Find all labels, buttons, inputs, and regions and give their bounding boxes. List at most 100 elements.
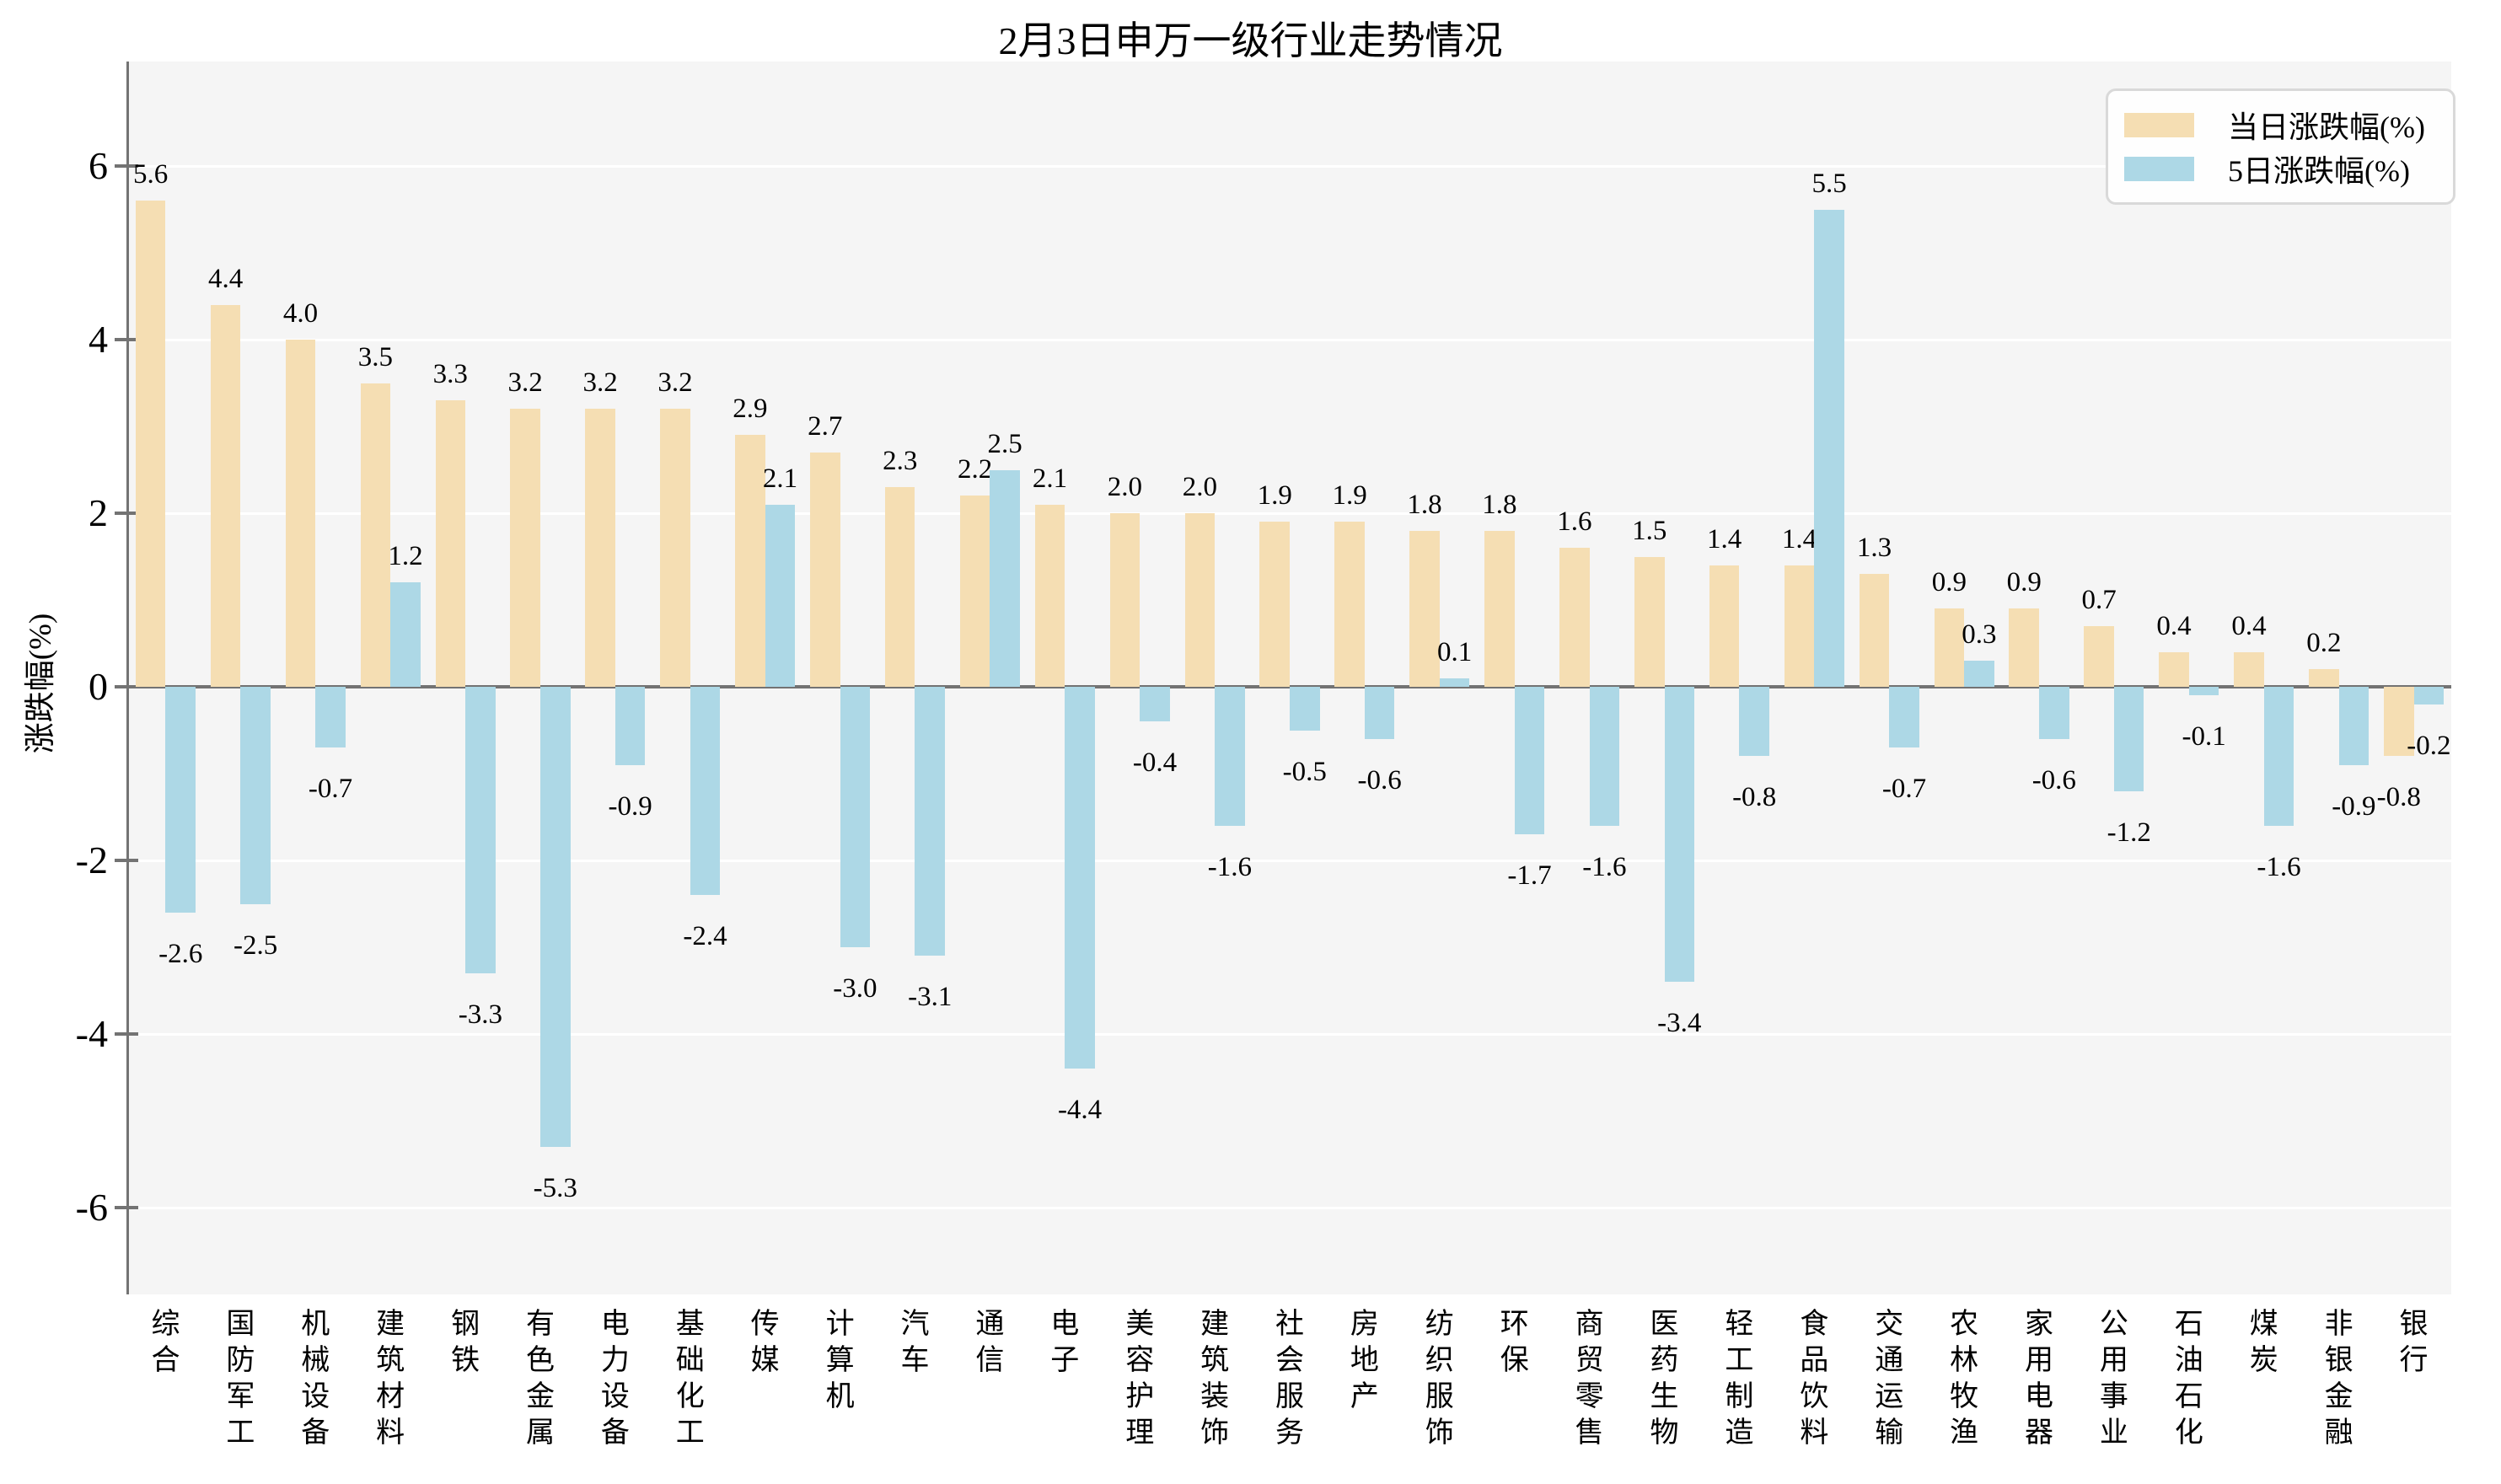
value-label-5day-8: 2.1 <box>762 463 798 494</box>
bar-5day-11 <box>990 469 1020 687</box>
value-label-5day-25: -0.6 <box>2031 764 2076 796</box>
y-tick-mark-6 <box>115 164 138 168</box>
y-tick-label-0: 0 <box>89 665 108 708</box>
bar-daily-1 <box>210 304 241 687</box>
x-category-label-2: 机械设备 <box>301 1309 330 1449</box>
bar-5day-17 <box>1439 678 1470 687</box>
gridline--4 <box>128 1032 2451 1036</box>
gridline-6 <box>128 164 2451 168</box>
bar-daily-22 <box>1784 565 1815 687</box>
bar-daily-7 <box>660 409 690 687</box>
value-label-5day-2: -0.7 <box>308 774 353 805</box>
x-category-label-14: 建筑装饰 <box>1200 1309 1230 1449</box>
x-category-label-6: 电力设备 <box>600 1309 630 1449</box>
bar-daily-15 <box>1259 522 1290 687</box>
bar-daily-23 <box>1859 574 1890 687</box>
legend-swatch-daily <box>2124 112 2194 137</box>
bar-5day-15 <box>1290 687 1320 731</box>
x-category-label-13: 美容护理 <box>1125 1309 1155 1449</box>
bar-daily-29 <box>2309 669 2339 687</box>
value-label-5day-16: -0.6 <box>1357 764 1402 796</box>
value-label-daily-22: 1.4 <box>1781 523 1817 554</box>
value-label-5day-12: -4.4 <box>1057 1095 1103 1126</box>
bar-5day-10 <box>915 687 946 956</box>
bar-daily-10 <box>884 487 915 687</box>
x-category-label-25: 家用电器 <box>2025 1309 2054 1449</box>
y-tick-label-6: 6 <box>89 144 108 187</box>
x-category-label-26: 公用事业 <box>2099 1309 2128 1449</box>
value-label-daily-23: 1.3 <box>1856 533 1892 564</box>
bar-5day-16 <box>1364 687 1395 739</box>
x-category-label-12: 电子 <box>1050 1309 1080 1376</box>
legend-item-5day: 5日涨跌幅(%) <box>2124 153 2453 188</box>
value-label-5day-26: -1.2 <box>2107 817 2151 848</box>
bar-5day-26 <box>2113 687 2144 791</box>
bar-daily-24 <box>1934 608 1965 687</box>
value-label-daily-19: 1.6 <box>1557 506 1592 538</box>
bar-5day-8 <box>765 504 796 687</box>
legend-label-daily: 当日涨跌幅(%) <box>2228 110 2425 144</box>
value-label-5day-30: -0.2 <box>2407 730 2451 761</box>
bar-daily-28 <box>2234 651 2264 687</box>
bar-daily-5 <box>510 409 540 687</box>
value-label-daily-27: 0.4 <box>2156 610 2192 641</box>
y-tick-mark-2 <box>115 512 138 515</box>
y-tick-label-2: 2 <box>89 491 108 534</box>
gridline--2 <box>128 859 2451 862</box>
x-category-label-29: 非银金融 <box>2324 1309 2353 1449</box>
x-category-label-9: 计算机 <box>825 1309 855 1412</box>
value-label-daily-17: 1.8 <box>1407 489 1442 520</box>
y-tick-label--6: -6 <box>75 1186 108 1229</box>
legend-label-5day: 5日涨跌幅(%) <box>2228 154 2410 188</box>
bar-5day-6 <box>615 687 646 765</box>
bar-5day-27 <box>2188 687 2219 696</box>
bar-5day-25 <box>2039 687 2069 739</box>
bar-5day-29 <box>2338 687 2370 765</box>
value-label-5day-22: 5.5 <box>1811 168 1847 199</box>
y-tick-label-4: 4 <box>89 318 108 361</box>
value-label-5day-13: -0.4 <box>1132 747 1178 779</box>
bar-5day-28 <box>2263 687 2294 826</box>
bar-5day-19 <box>1589 687 1620 826</box>
value-label-5day-3: 1.2 <box>388 541 423 572</box>
y-tick-mark--4 <box>115 1032 138 1036</box>
value-label-daily-3: 3.5 <box>357 341 393 372</box>
bar-daily-11 <box>959 496 990 687</box>
x-category-label-15: 社会服务 <box>1275 1309 1304 1449</box>
value-label-5day-11: 2.5 <box>987 428 1022 459</box>
bar-5day-7 <box>690 687 721 896</box>
bar-daily-26 <box>2084 625 2114 687</box>
bar-5day-22 <box>1814 209 1844 687</box>
gridline-2 <box>128 512 2451 515</box>
bar-5day-18 <box>1514 687 1545 835</box>
gridline--6 <box>128 1206 2451 1209</box>
value-label-daily-20: 1.5 <box>1632 515 1667 546</box>
bar-5day-13 <box>1140 687 1170 722</box>
x-category-label-18: 环保 <box>1500 1309 1529 1376</box>
bar-5day-2 <box>315 687 346 748</box>
y-tick-mark--2 <box>115 859 138 862</box>
value-label-5day-27: -0.1 <box>2182 721 2226 753</box>
x-category-label-22: 食品饮料 <box>1800 1309 1829 1449</box>
y-tick-label--2: -2 <box>75 838 108 881</box>
bar-5day-23 <box>1889 687 1919 748</box>
value-label-5day-20: -3.4 <box>1657 1008 1702 1039</box>
value-label-daily-21: 1.4 <box>1707 523 1742 554</box>
bar-5day-0 <box>165 687 196 913</box>
bar-daily-18 <box>1484 530 1515 687</box>
value-label-daily-1: 4.4 <box>207 263 244 294</box>
bar-5day-12 <box>1065 687 1095 1069</box>
value-label-5day-29: -0.9 <box>2332 790 2376 822</box>
x-category-label-5: 有色金属 <box>525 1309 555 1449</box>
legend: 当日涨跌幅(%) 5日涨跌幅(%) <box>2106 88 2455 205</box>
x-category-label-23: 交通运输 <box>1875 1309 1904 1449</box>
value-label-daily-4: 3.3 <box>432 359 468 390</box>
value-label-daily-0: 5.6 <box>133 159 169 190</box>
value-label-daily-13: 2.0 <box>1107 472 1143 502</box>
value-label-5day-18: -1.7 <box>1507 860 1552 892</box>
value-label-daily-6: 3.2 <box>582 367 618 399</box>
bar-daily-27 <box>2159 651 2189 687</box>
value-label-5day-10: -3.1 <box>908 982 953 1013</box>
value-label-daily-24: 0.9 <box>1931 567 1967 598</box>
